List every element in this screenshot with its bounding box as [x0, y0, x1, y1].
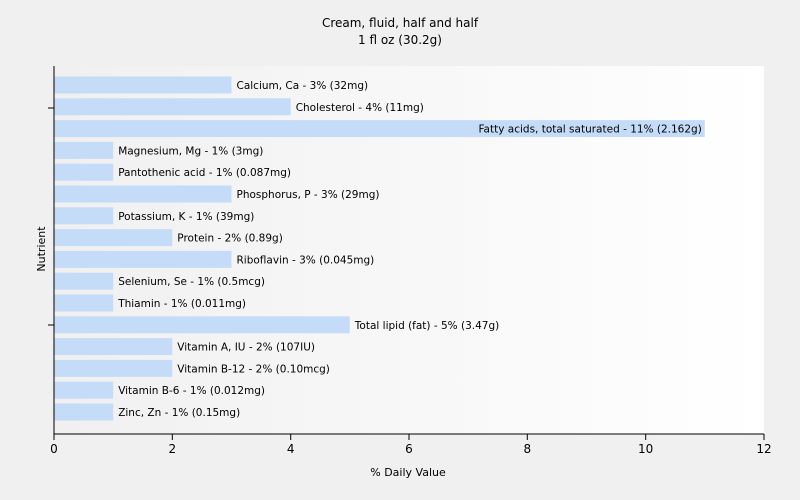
x-axis-ticks: 0 2 4 6 8 10 12 — [50, 434, 772, 456]
bar-data-label: Calcium, Ca - 3% (32mg) — [237, 80, 369, 92]
chart-title: Cream, fluid, half and half — [322, 16, 479, 30]
bar — [54, 272, 114, 290]
bar — [54, 76, 232, 94]
bar-data-label: Vitamin A, IU - 2% (107IU) — [177, 342, 315, 354]
bar-data-label: Fatty acids, total saturated - 11% (2.16… — [478, 124, 701, 136]
bar — [54, 207, 114, 225]
bar-data-label: Protein - 2% (0.89g) — [177, 233, 283, 245]
bars-group — [54, 76, 705, 421]
y-axis-ticks — [48, 107, 54, 326]
x-tick-label: 4 — [287, 442, 295, 456]
x-tick-label: 2 — [168, 442, 176, 456]
bar — [54, 381, 114, 399]
bar-labels-group: Calcium, Ca - 3% (32mg) Cholesterol - 4% … — [117, 80, 702, 419]
x-tick-label: 0 — [50, 442, 58, 456]
x-tick-label: 8 — [523, 442, 531, 456]
bar-data-label: Riboflavin - 3% (0.045mg) — [237, 254, 375, 266]
bar — [54, 141, 114, 159]
x-tick-label: 6 — [405, 442, 413, 456]
x-tick-label: 10 — [638, 442, 653, 456]
bar-data-label: Phosphorus, P - 3% (29mg) — [237, 189, 380, 201]
bar — [54, 163, 114, 181]
bar — [54, 98, 291, 116]
bar — [54, 338, 173, 356]
bar-data-label: Vitamin B-12 - 2% (0.10mcg) — [177, 363, 330, 375]
bar-data-label: Pantothenic acid - 1% (0.087mg) — [118, 167, 291, 179]
bar-data-label: Zinc, Zn - 1% (0.15mg) — [118, 407, 240, 419]
bar-data-label: Cholesterol - 4% (11mg) — [296, 102, 424, 114]
bar — [54, 229, 173, 247]
bar — [54, 403, 114, 421]
bar-data-label: Potassium, K - 1% (39mg) — [118, 211, 254, 223]
y-axis-label: Nutrient — [35, 226, 48, 272]
x-tick-label: 12 — [756, 442, 771, 456]
bar-data-label: Selenium, Se - 1% (0.5mcg) — [118, 276, 265, 288]
bar-data-label: Total lipid (fat) - 5% (3.47g) — [354, 320, 499, 332]
bar-data-label: Vitamin B-6 - 1% (0.012mg) — [118, 385, 265, 397]
bar — [54, 250, 232, 268]
bar — [54, 359, 173, 377]
bar — [54, 120, 705, 138]
x-axis-label: % Daily Value — [370, 466, 446, 479]
bar — [54, 294, 114, 312]
chart-subtitle: 1 fl oz (30.2g) — [358, 33, 442, 47]
bar-data-label: Magnesium, Mg - 1% (3mg) — [118, 145, 263, 157]
bar-data-label: Thiamin - 1% (0.011mg) — [117, 298, 246, 310]
bar — [54, 185, 232, 203]
bar — [54, 316, 350, 334]
